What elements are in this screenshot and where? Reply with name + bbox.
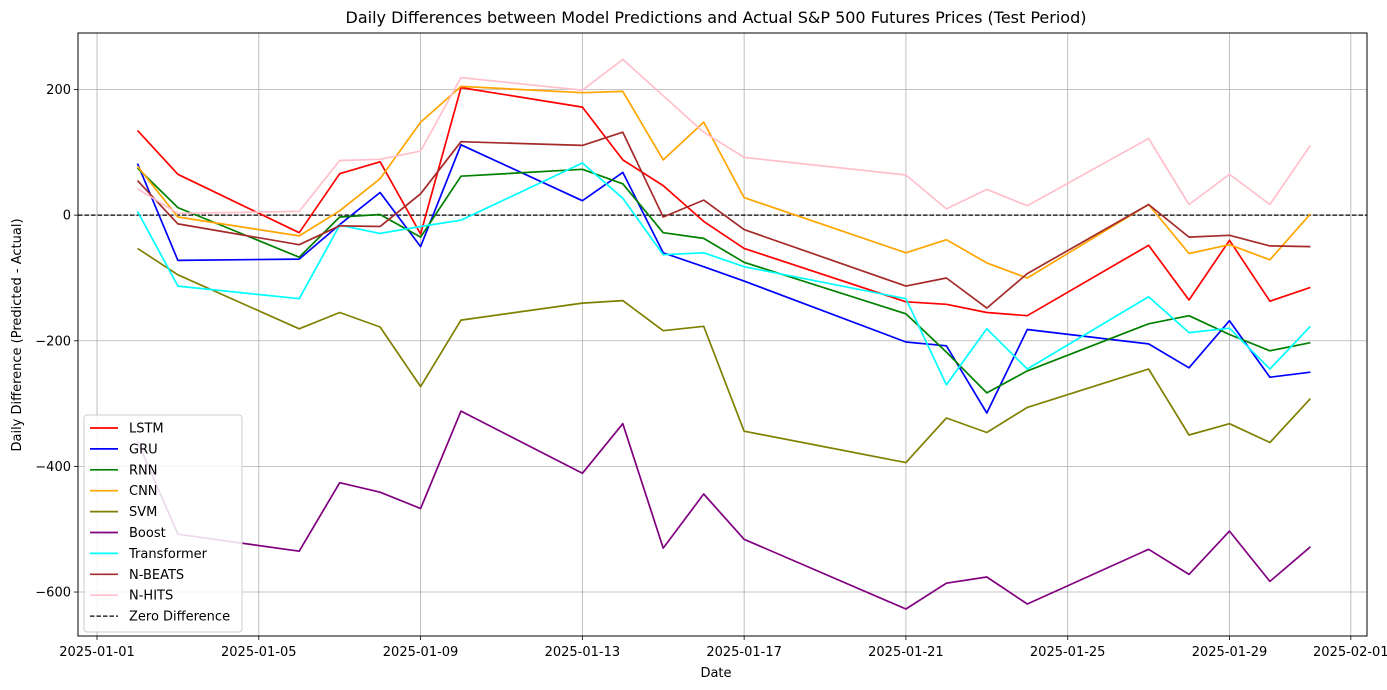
x-tick-label: 2025-01-01 xyxy=(59,645,135,660)
legend-label-gru: GRU xyxy=(129,442,158,457)
x-tick-label: 2025-02-01 xyxy=(1313,645,1387,660)
series-line-n-hits xyxy=(137,58,1312,215)
series-line-cnn xyxy=(136,85,1312,279)
legend-box xyxy=(83,414,243,633)
y-axis-ticks: 200 0 −200 −400 −600 xyxy=(35,83,78,601)
legend-label-n-hits: N-HITS xyxy=(129,589,173,604)
y-tick-label: −400 xyxy=(35,460,71,475)
x-tick-label: 2025-01-17 xyxy=(706,645,782,660)
y-tick-label: −600 xyxy=(35,586,71,601)
y-tick-label: −200 xyxy=(35,334,71,349)
legend: LSTM GRU RNN CNN SVM Boost Transformer N-BEATS N… xyxy=(83,414,243,633)
legend-label-rnn: RNN xyxy=(129,463,157,478)
legend-label-zero-difference: Zero Difference xyxy=(129,610,230,625)
x-tick-label: 2025-01-25 xyxy=(1030,645,1106,660)
legend-label-cnn: CNN xyxy=(129,484,158,499)
x-tick-label: 2025-01-13 xyxy=(545,645,621,660)
x-axis-title: Date xyxy=(700,666,731,681)
legend-label-transformer: Transformer xyxy=(128,547,208,562)
y-tick-label: 200 xyxy=(46,83,71,98)
x-axis-ticks: 2025-01-01 2025-01-05 2025-01-09 2025-01-13… xyxy=(59,636,1387,660)
x-tick-label: 2025-01-29 xyxy=(1192,645,1268,660)
series-line-rnn xyxy=(136,167,1311,394)
legend-label-svm: SVM xyxy=(129,505,157,520)
legend-label-n-beats: N-BEATS xyxy=(129,568,184,583)
series-lines xyxy=(136,58,1312,610)
y-axis-title: Daily Difference (Predicted - Actual) xyxy=(10,218,25,451)
series-line-boost xyxy=(136,410,1311,610)
series-line-gru xyxy=(136,143,1311,414)
series-line-n-beats xyxy=(136,131,1311,309)
x-tick-label: 2025-01-09 xyxy=(383,645,459,660)
x-tick-label: 2025-01-05 xyxy=(221,645,297,660)
series-line-lstm xyxy=(136,86,1311,317)
x-tick-label: 2025-01-21 xyxy=(868,645,944,660)
plot-frame xyxy=(77,32,1368,637)
series-line-transformer xyxy=(136,162,1312,386)
legend-label-lstm: LSTM xyxy=(129,422,164,437)
y-tick-label: 0 xyxy=(63,209,71,224)
chart-title: Daily Differences between Model Predicti… xyxy=(346,8,1087,27)
legend-label-boost: Boost xyxy=(129,526,166,541)
series-line-svm xyxy=(137,247,1312,464)
